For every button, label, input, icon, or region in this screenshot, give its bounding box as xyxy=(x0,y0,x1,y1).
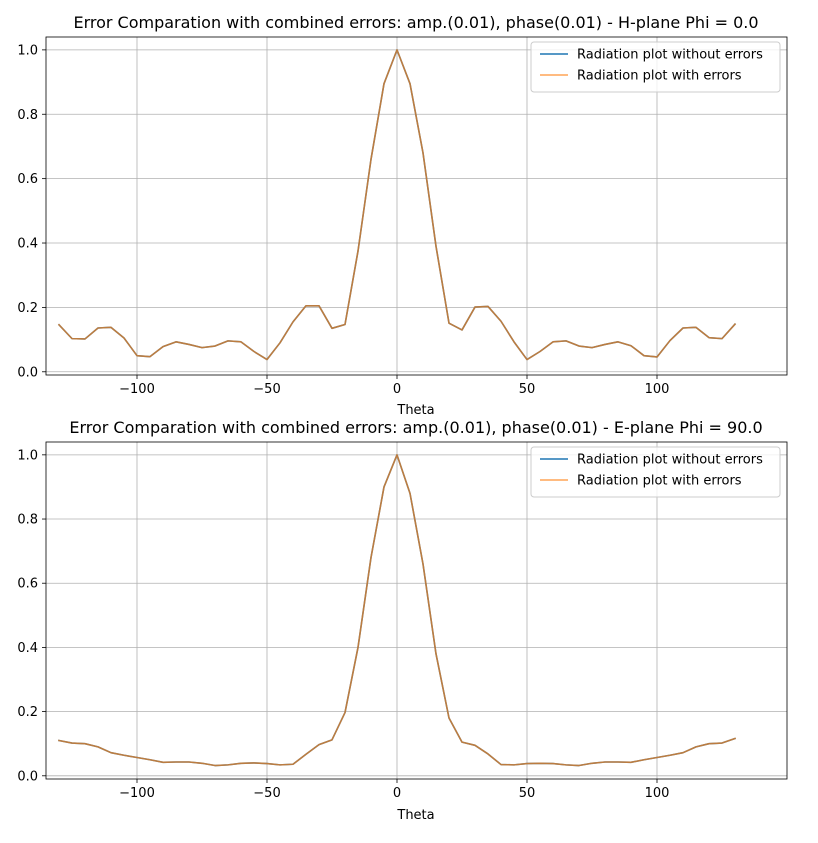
plot-frame xyxy=(45,441,788,780)
x-tick-label: −100 xyxy=(119,382,155,397)
series-line-with-errors xyxy=(58,454,737,767)
ticks: −100 −50 0 50 100 0.0 0.2 0.4 0.6 0.8 1.0 xyxy=(17,43,669,397)
series-layer xyxy=(58,454,737,767)
y-tick-label: 0.2 xyxy=(17,301,38,316)
chart-title: Error Comparation with combined errors: … xyxy=(69,418,762,437)
y-tick-label: 0.6 xyxy=(17,172,38,187)
y-tick-label: 0.2 xyxy=(17,705,38,720)
y-tick-label: 0.8 xyxy=(17,108,38,123)
legend-entry: Radiation plot without errors xyxy=(577,48,763,63)
y-tick-label: 0.4 xyxy=(17,237,38,252)
ticks: −100 −50 0 50 100 0.0 0.2 0.4 0.6 0.8 1.0 xyxy=(17,448,669,801)
x-tick-label: −50 xyxy=(253,382,280,397)
x-tick-label: 50 xyxy=(519,382,536,397)
legend-entry: Radiation plot without errors xyxy=(577,453,763,468)
x-tick-label: −100 xyxy=(119,786,155,801)
y-tick-label: 0.4 xyxy=(17,641,38,656)
legend-entry: Radiation plot with errors xyxy=(577,69,742,84)
y-tick-label: 0.0 xyxy=(17,365,38,380)
x-tick-label: −50 xyxy=(253,786,280,801)
series-layer xyxy=(57,49,737,361)
y-tick-label: 0.0 xyxy=(17,769,38,784)
y-tick-label: 0.6 xyxy=(17,577,38,592)
chart-h-plane: Error Comparation with combined errors: … xyxy=(17,13,788,418)
x-tick-label: 100 xyxy=(645,382,670,397)
x-tick-label: 0 xyxy=(393,786,401,801)
chart-title: Error Comparation with combined errors: … xyxy=(73,13,758,32)
plot-frame xyxy=(45,36,788,376)
x-tick-label: 50 xyxy=(519,786,536,801)
legend: Radiation plot without errors Radiation p… xyxy=(530,41,781,93)
chart-e-plane: Error Comparation with combined errors: … xyxy=(17,418,788,823)
legend-box xyxy=(530,41,781,93)
x-axis-label: Theta xyxy=(396,403,434,418)
y-tick-label: 0.8 xyxy=(17,513,38,528)
legend-box xyxy=(530,446,781,498)
series-line-with-errors xyxy=(57,49,737,361)
grid xyxy=(46,37,787,375)
x-tick-label: 100 xyxy=(645,786,670,801)
legend-entry: Radiation plot with errors xyxy=(577,474,742,489)
x-tick-label: 0 xyxy=(393,382,401,397)
y-tick-label: 1.0 xyxy=(17,448,38,463)
legend: Radiation plot without errors Radiation p… xyxy=(530,446,781,498)
x-axis-label: Theta xyxy=(396,808,434,823)
y-tick-label: 1.0 xyxy=(17,43,38,58)
